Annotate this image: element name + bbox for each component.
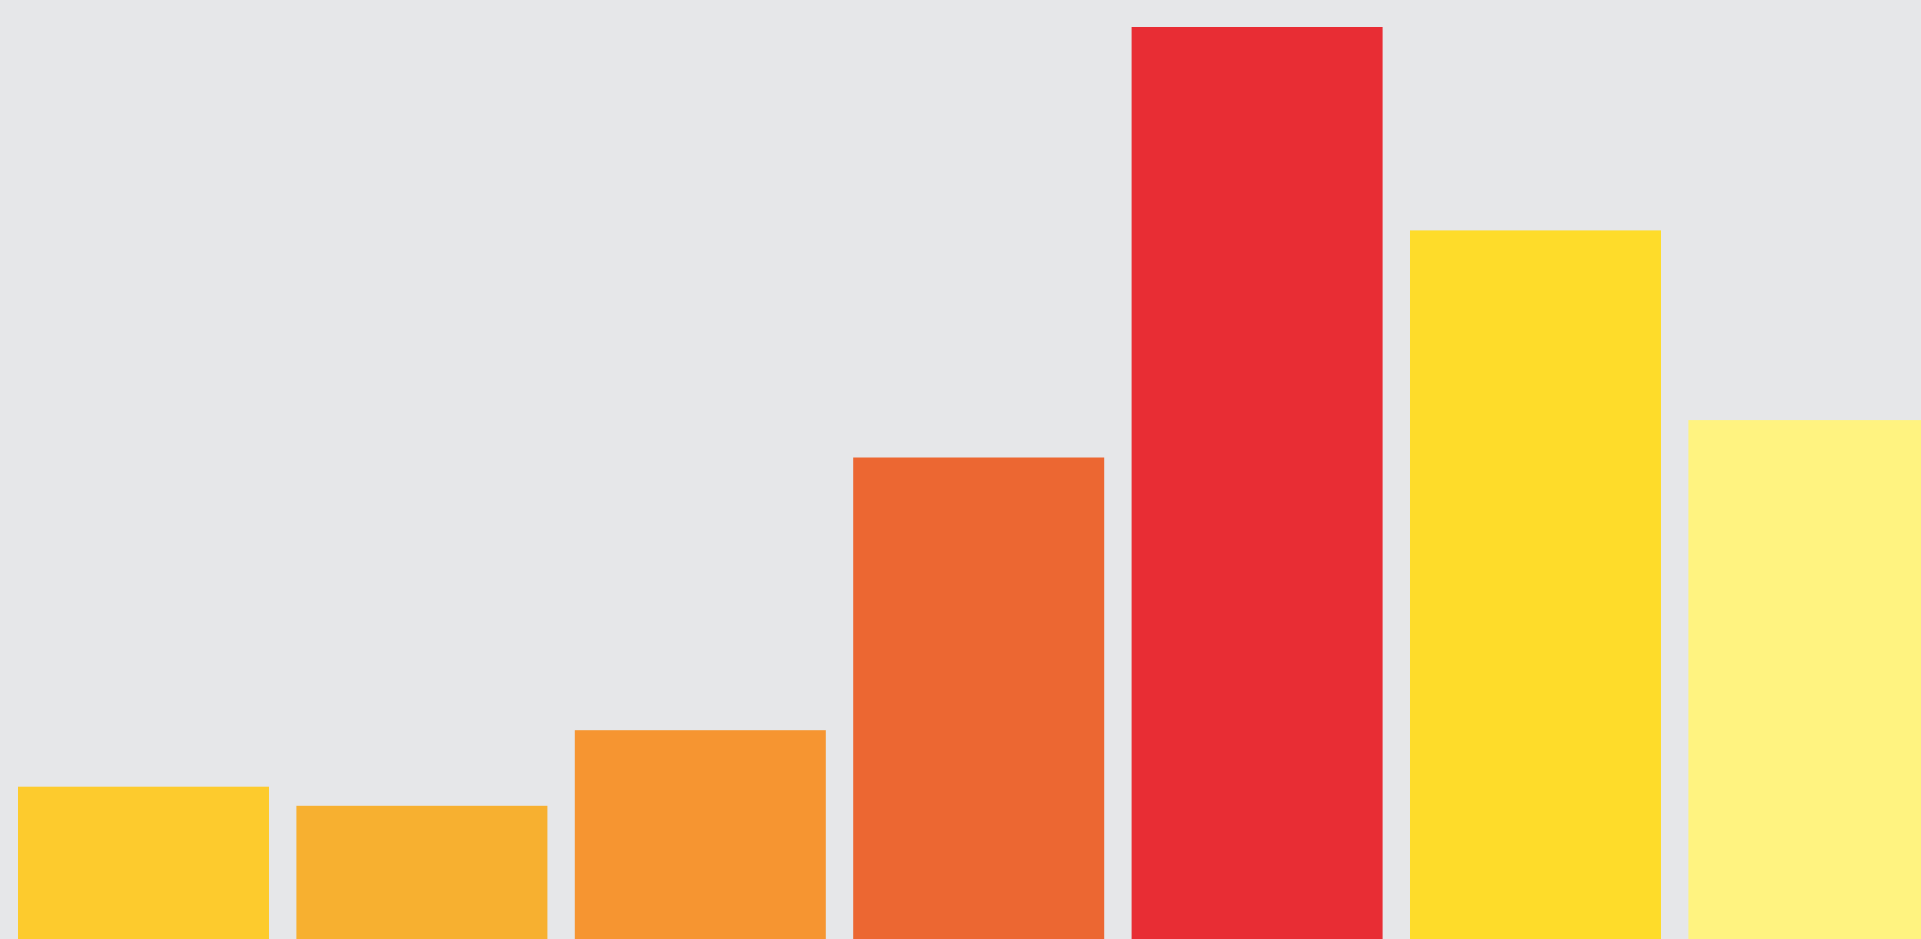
bar-3 bbox=[574, 730, 826, 939]
bar-1 bbox=[18, 786, 269, 939]
bar-6 bbox=[1410, 230, 1661, 939]
bar-5 bbox=[1131, 27, 1383, 939]
bar-7 bbox=[1688, 420, 1921, 939]
bar-4 bbox=[853, 457, 1105, 939]
bar-2 bbox=[296, 805, 548, 939]
